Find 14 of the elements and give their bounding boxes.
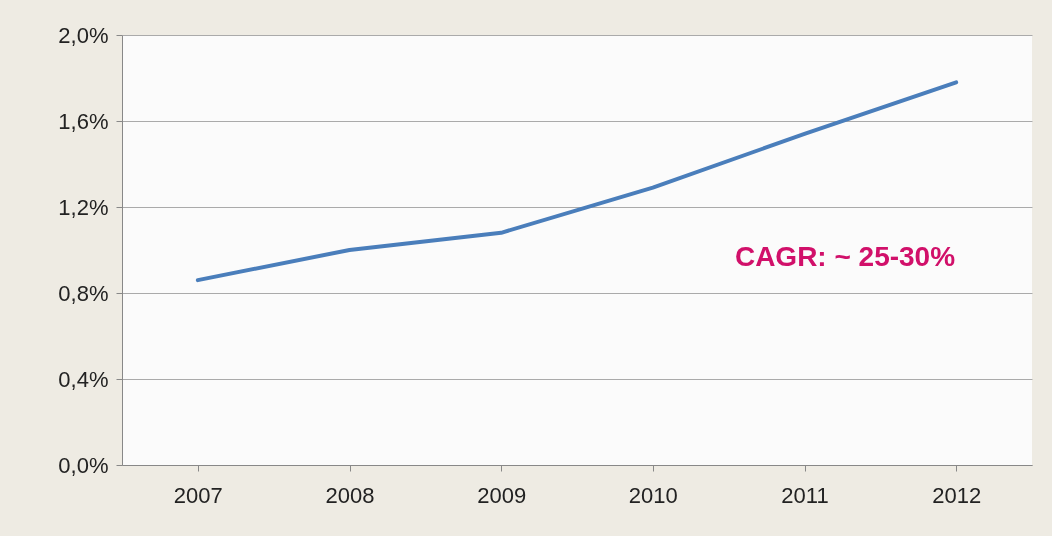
x-tick-label: 2007	[173, 482, 223, 508]
annotation: CAGR: ~ 25-30%	[734, 241, 956, 272]
x-tick-label: 2012	[932, 482, 982, 508]
line-series	[195, 80, 959, 283]
x-tick-label: 2010	[628, 482, 678, 508]
y-tick-label: 0,4%	[58, 366, 109, 392]
x-tick-label: 2008	[325, 482, 375, 508]
y-tick-label: 2,0%	[58, 22, 109, 48]
y-tick-label: 0,0%	[58, 452, 109, 478]
y-tick-label: 1,2%	[58, 194, 109, 220]
x-tick-label: 2011	[781, 482, 829, 508]
y-tick-label: 0,8%	[58, 280, 109, 306]
x-tick-label: 2009	[477, 482, 527, 508]
y-tick-label: 1,6%	[58, 108, 109, 134]
